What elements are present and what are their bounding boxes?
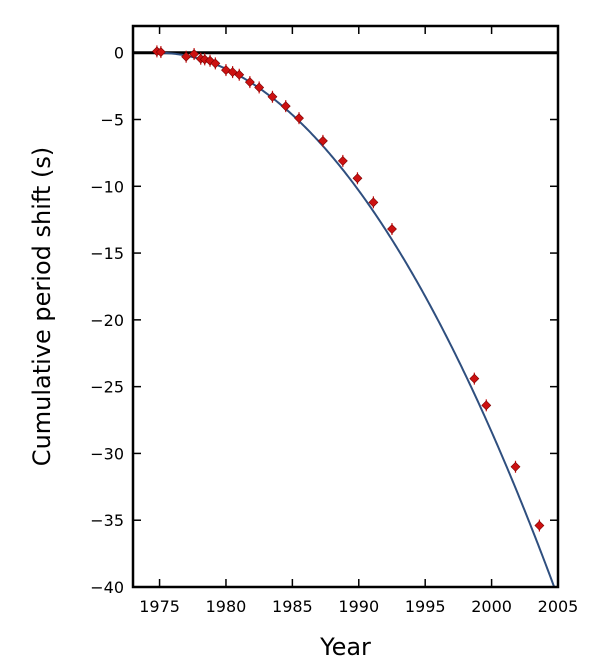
data-point xyxy=(189,48,200,61)
data-point xyxy=(317,134,328,147)
data-point xyxy=(368,196,379,209)
fit-curve xyxy=(156,51,556,587)
data-point xyxy=(221,64,231,77)
data-point xyxy=(234,68,245,81)
x-tick-label: 1980 xyxy=(206,597,247,616)
data-point xyxy=(199,53,210,66)
y-axis-title: Cumulative period shift (s) xyxy=(28,147,56,466)
y-tick-label: −15 xyxy=(90,244,124,263)
data-point xyxy=(244,76,255,89)
data-point xyxy=(227,66,238,79)
curve-layer xyxy=(133,51,558,587)
data-point xyxy=(352,172,363,185)
y-tick-label: −25 xyxy=(90,378,124,397)
data-point xyxy=(181,50,192,63)
x-tick-label: 2000 xyxy=(471,597,512,616)
y-tick-label: −10 xyxy=(90,177,124,196)
x-tick-label: 1995 xyxy=(405,597,446,616)
x-axis-title: Year xyxy=(319,633,371,661)
y-tick-label: −40 xyxy=(90,578,124,597)
data-point xyxy=(210,57,221,70)
plot-frame xyxy=(131,24,560,589)
data-point xyxy=(469,372,480,385)
y-tick-label: −35 xyxy=(90,511,124,530)
x-tick-label: 1985 xyxy=(272,597,313,616)
y-tick-label: −5 xyxy=(100,111,124,130)
data-point xyxy=(481,399,492,412)
data-point xyxy=(510,460,521,473)
data-point xyxy=(155,46,166,59)
x-axis: 1975 1980 1985 1990 1995 2000 2005 xyxy=(139,26,578,616)
x-tick-label: 2005 xyxy=(538,597,579,616)
data-point xyxy=(280,100,291,113)
y-axis: 0 −5 −10 −15 −20 −25 −30 −35 −40 xyxy=(90,44,558,597)
x-tick-label: 1975 xyxy=(139,597,180,616)
x-tick-label: 1990 xyxy=(338,597,379,616)
data-point xyxy=(267,90,278,103)
data-point xyxy=(337,154,348,167)
data-point xyxy=(254,81,265,94)
data-point xyxy=(294,112,304,125)
y-tick-label: 0 xyxy=(114,44,124,63)
data-point xyxy=(534,519,545,532)
data-point xyxy=(387,223,397,236)
y-tick-label: −30 xyxy=(90,444,124,463)
points-layer xyxy=(151,45,545,532)
y-tick-label: −20 xyxy=(90,311,124,330)
